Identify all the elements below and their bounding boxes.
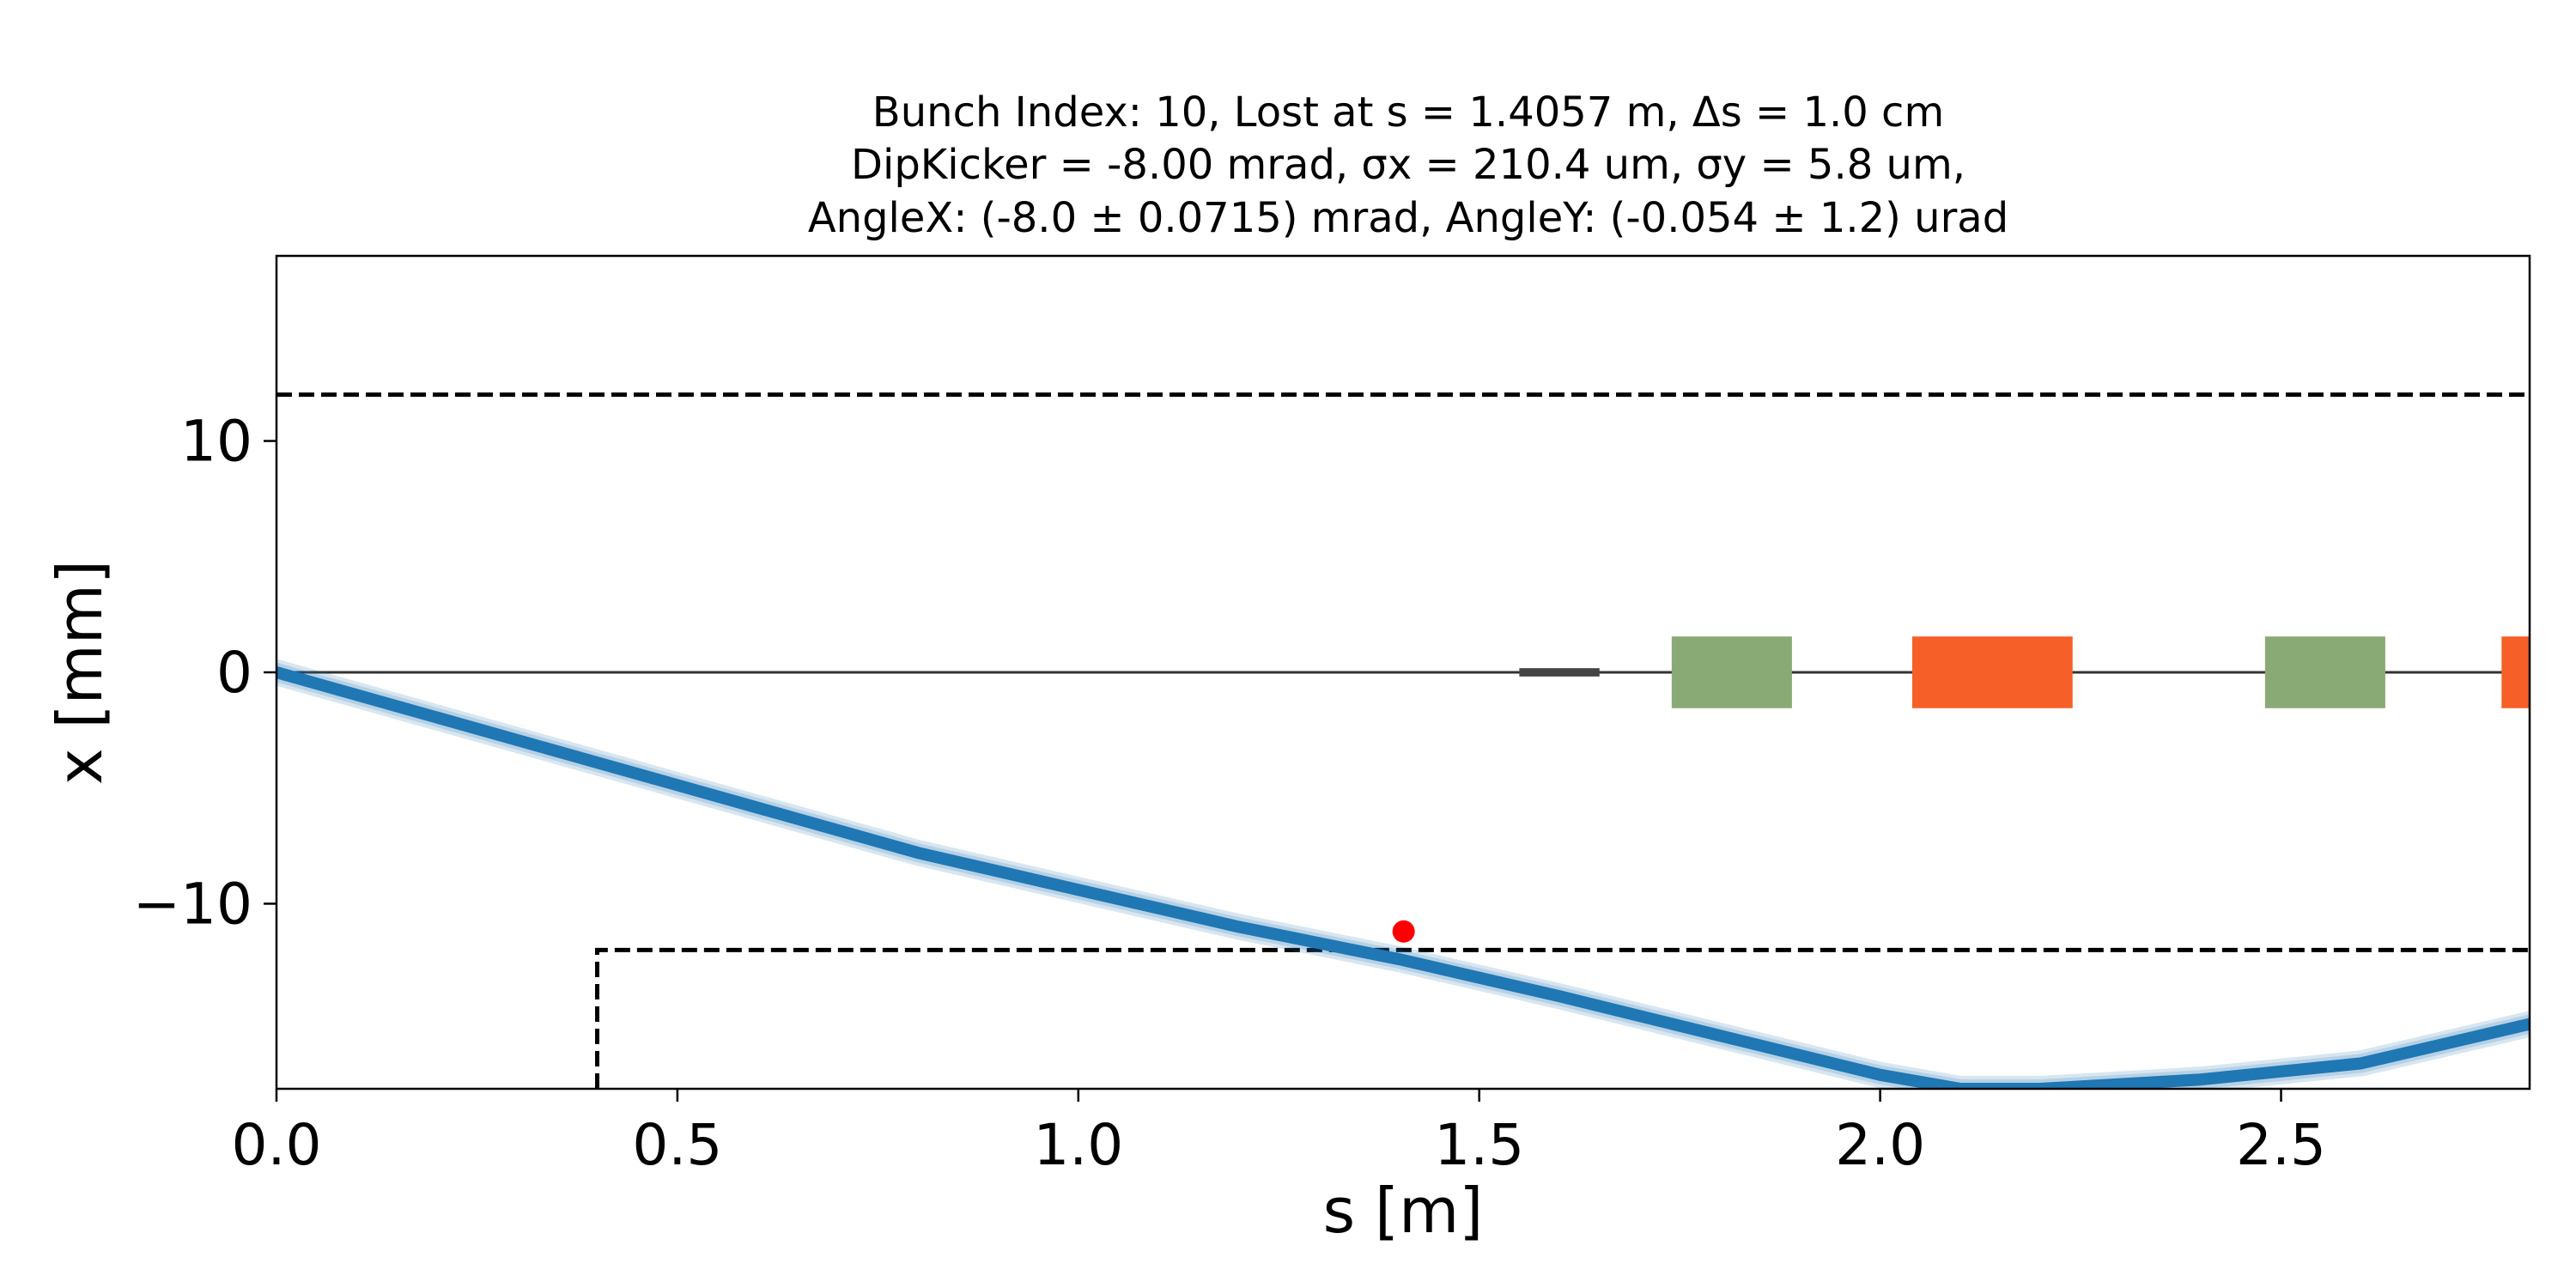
x-tick-label: 1.0 — [1033, 1112, 1123, 1178]
y-axis: 10 0 −10 — [133, 409, 276, 937]
trajectory-envelope — [276, 666, 2530, 1089]
beamline-element-thin — [1519, 668, 1600, 677]
title-line-2: DipKicker = -8.00 mrad, σx = 210.4 um, σ… — [851, 141, 1965, 189]
y-axis-label: x [mm] — [44, 560, 116, 785]
y-tick-label: 0 — [216, 640, 252, 706]
x-tick-label: 2.5 — [2236, 1112, 2326, 1178]
y-tick-label: 10 — [180, 409, 252, 475]
y-tick-label: −10 — [133, 871, 252, 937]
beamline-element-quad — [2264, 636, 2385, 708]
trajectory-line — [276, 666, 2530, 1089]
beamline-element-dipole — [2501, 636, 2530, 708]
x-axis-label: s [m] — [1323, 1175, 1484, 1247]
x-tick-label: 1.5 — [1434, 1112, 1524, 1178]
trajectory-envelope — [276, 663, 2530, 1089]
lost-point-marker — [1392, 920, 1415, 943]
chart-title: Bunch Index: 10, Lost at s = 1.4057 m, Δ… — [808, 88, 2008, 242]
x-tick-label: 0.5 — [632, 1112, 722, 1178]
trajectory-envelope — [276, 659, 2530, 1089]
x-tick-label: 0.0 — [232, 1112, 322, 1178]
beamline-element-dipole — [1911, 636, 2073, 708]
beamline-element-quad — [1671, 636, 1792, 708]
plot-area — [276, 392, 2530, 1089]
title-line-3: AngleX: (-8.0 ± 0.0715) mrad, AngleY: (-… — [808, 194, 2008, 242]
x-axis: 0.0 0.5 1.0 1.5 2.0 2.5 — [232, 1089, 2326, 1178]
title-line-1: Bunch Index: 10, Lost at s = 1.4057 m, Δ… — [872, 88, 1944, 137]
x-tick-label: 2.0 — [1835, 1112, 1925, 1178]
aperture-lower-line — [595, 947, 2530, 1089]
